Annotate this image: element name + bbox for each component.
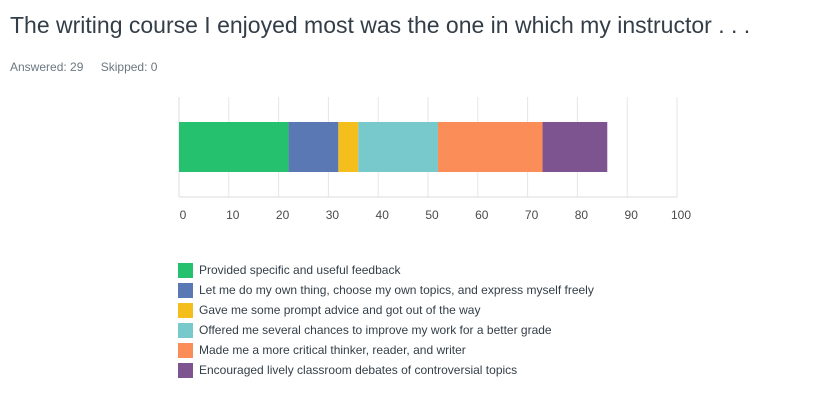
legend-label: Encouraged lively classroom debates of c… <box>199 363 518 377</box>
response-stats: Answered: 29 Skipped: 0 <box>10 60 171 74</box>
legend-label: Provided specific and useful feedback <box>199 263 401 277</box>
x-tick-label: 0 <box>180 208 187 222</box>
legend-swatch <box>178 342 193 358</box>
x-tick-label: 70 <box>525 208 539 222</box>
skipped-count: Skipped: 0 <box>100 60 158 74</box>
x-tick-label: 50 <box>425 208 439 222</box>
legend-item: Gave me some prompt advice and got out o… <box>178 300 594 320</box>
bar-segment-2[interactable] <box>288 122 339 172</box>
legend-label: Offered me several chances to improve my… <box>199 323 552 337</box>
chart-legend: Provided specific and useful feedback Let… <box>178 260 594 380</box>
legend-item: Encouraged lively classroom debates of c… <box>178 360 594 380</box>
legend-swatch <box>178 322 193 338</box>
bar-segment-4[interactable] <box>358 122 438 172</box>
legend-item: Let me do my own thing, choose my own to… <box>178 280 594 300</box>
bar-segment-6[interactable] <box>542 122 608 172</box>
bar-segment-5[interactable] <box>437 122 543 172</box>
legend-item: Provided specific and useful feedback <box>178 260 594 280</box>
stacked-bar-chart: 0 10 20 30 40 50 60 70 80 90 100 <box>178 97 691 222</box>
x-tick-label: 30 <box>326 208 340 222</box>
legend-label: Let me do my own thing, choose my own to… <box>199 283 594 297</box>
x-tick-label: 10 <box>226 208 240 222</box>
answered-count: Answered: 29 <box>10 60 84 74</box>
legend-item: Offered me several chances to improve my… <box>178 320 594 340</box>
legend-swatch <box>178 282 193 298</box>
legend-swatch <box>178 262 193 278</box>
bar-segment-3[interactable] <box>338 122 359 172</box>
legend-item: Made me a more critical thinker, reader,… <box>178 340 594 360</box>
x-tick-label: 80 <box>575 208 589 222</box>
legend-swatch <box>178 302 193 318</box>
x-tick-label: 60 <box>475 208 489 222</box>
x-tick-label: 40 <box>376 208 390 222</box>
legend-label: Gave me some prompt advice and got out o… <box>199 303 481 317</box>
legend-swatch <box>178 362 193 378</box>
x-tick-label: 100 <box>671 208 691 222</box>
bar-segment-1[interactable] <box>179 122 289 172</box>
question-title: The writing course I enjoyed most was th… <box>10 12 751 38</box>
x-tick-label: 20 <box>276 208 290 222</box>
x-tick-label: 90 <box>625 208 639 222</box>
legend-label: Made me a more critical thinker, reader,… <box>199 343 466 357</box>
